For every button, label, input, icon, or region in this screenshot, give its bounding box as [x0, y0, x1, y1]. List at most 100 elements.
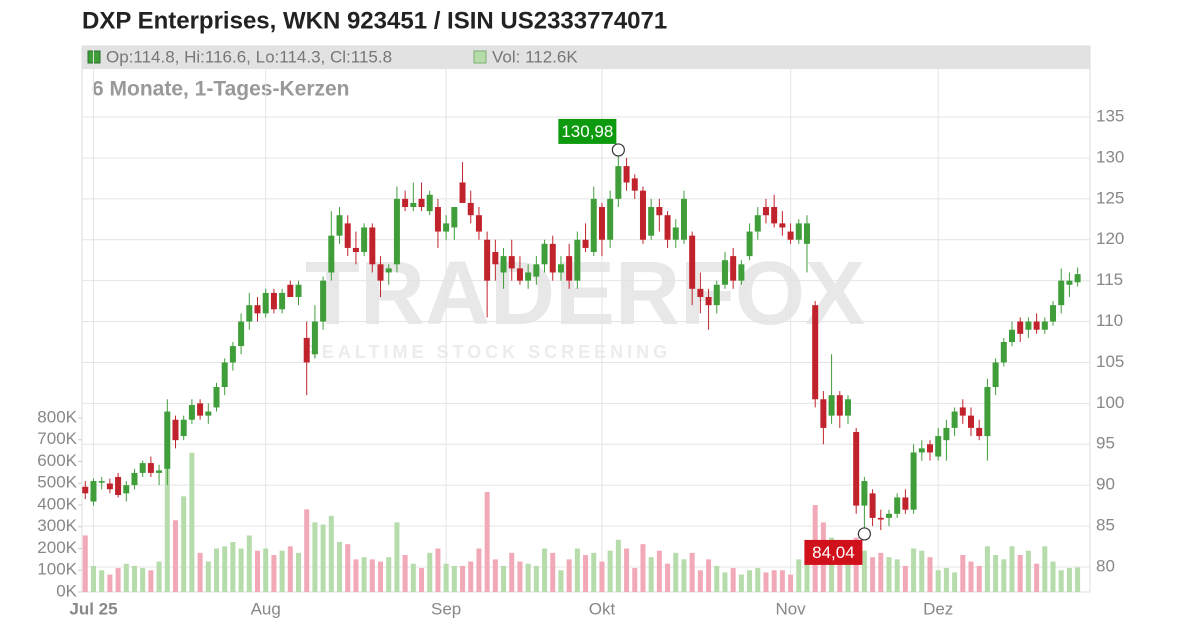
volume-bar [484, 491, 490, 592]
volume-bar [960, 555, 966, 592]
volume-bar [788, 574, 794, 592]
candle-body [836, 395, 843, 416]
candle-body [475, 215, 482, 232]
volume-bar [369, 559, 375, 592]
volume-bar [427, 552, 433, 592]
candle-body [590, 198, 597, 253]
volume-bar [492, 559, 498, 592]
candle-body [795, 223, 802, 240]
candle-body [197, 403, 204, 416]
candle-body [582, 239, 589, 248]
candle-body [672, 227, 679, 240]
volume-bar [189, 452, 195, 592]
candle-body [607, 198, 614, 240]
candle-body [410, 202, 417, 208]
legend-volume: Vol: 112.6K [492, 47, 578, 66]
candle-body [188, 404, 195, 420]
volume-bar [648, 557, 654, 592]
candle-body [303, 337, 310, 363]
candle-body [287, 284, 294, 298]
candle-body [689, 235, 696, 289]
volume-bar [583, 555, 589, 592]
volume-bar [501, 565, 507, 592]
candle-body [213, 386, 220, 408]
candle-body [639, 190, 646, 240]
candle-body [180, 419, 187, 437]
volume-bar [1025, 550, 1031, 592]
volume-bar [164, 439, 170, 592]
candle-body [500, 256, 507, 273]
volume-bar [246, 535, 252, 592]
volume-bar [181, 496, 187, 592]
candle-body [106, 483, 113, 490]
candle-body [910, 452, 917, 510]
volume-bar [1001, 559, 1007, 592]
candle-body [205, 411, 212, 416]
volume-bar [738, 574, 744, 592]
volume-bar [443, 563, 449, 592]
candle-body [853, 431, 860, 506]
volume-bar [1009, 546, 1015, 592]
candle-body [320, 280, 327, 322]
volume-bar [296, 552, 302, 592]
volume-bar [476, 548, 482, 592]
extreme-marker [857, 527, 871, 541]
volume-bar [796, 559, 802, 592]
x-tick-label: Aug [251, 599, 281, 618]
legend-bar [82, 46, 1090, 69]
candle-body [705, 297, 712, 306]
candle-body [270, 292, 277, 310]
candle-body [779, 223, 786, 228]
volume-bar [870, 557, 876, 592]
candle-body [631, 178, 638, 191]
volume-bar [558, 570, 564, 592]
y-tick-label: 85 [1096, 516, 1115, 535]
candle-body [1000, 342, 1007, 363]
candle-body [139, 463, 146, 473]
x-tick-label: Jul 25 [69, 599, 117, 618]
candle-body [82, 486, 89, 494]
volume-bar [304, 509, 310, 592]
candle-body [598, 207, 605, 240]
candle-body [1017, 321, 1024, 334]
volume-bar [968, 561, 974, 592]
volume-bar [894, 559, 900, 592]
volume-bar [878, 552, 884, 592]
volume-bar [402, 555, 408, 592]
volume-bar [82, 535, 88, 592]
candle-body [402, 198, 409, 208]
candle-body [968, 415, 975, 428]
candle-body [877, 517, 884, 520]
y2-tick-label: 400K [37, 494, 77, 513]
candle-body [336, 215, 343, 236]
volume-bar [263, 548, 269, 592]
volume-bar [509, 552, 515, 592]
extreme-marker [611, 143, 625, 157]
candle-body [697, 288, 704, 298]
candle-body [648, 207, 655, 236]
y-tick-label: 120 [1096, 229, 1124, 248]
candle-body [656, 207, 663, 216]
candle-body [1058, 280, 1065, 306]
candle-body [385, 268, 392, 273]
volume-bar [673, 552, 679, 592]
volume-bar [615, 539, 621, 592]
legend-price: Op:114.8, Hi:116.6, Lo:114.3, Cl:115.8 [106, 47, 392, 66]
extreme-label-box [804, 539, 863, 565]
candle-body [393, 198, 400, 265]
y-tick-label: 95 [1096, 434, 1115, 453]
y2-tick-label: 600K [37, 451, 77, 470]
volume-bar [131, 565, 137, 592]
volume-bar [230, 541, 236, 592]
volume-bar [919, 550, 925, 592]
volume-bar [279, 550, 285, 592]
candle-body [467, 202, 474, 216]
candle-body [295, 284, 302, 298]
candle-body [1041, 321, 1048, 330]
volume-bar [238, 548, 244, 592]
candle-body [730, 256, 737, 281]
volume-bar [730, 568, 736, 592]
volume-bar [542, 548, 548, 592]
x-tick-label: Sep [431, 599, 461, 618]
candle-body [787, 231, 794, 240]
